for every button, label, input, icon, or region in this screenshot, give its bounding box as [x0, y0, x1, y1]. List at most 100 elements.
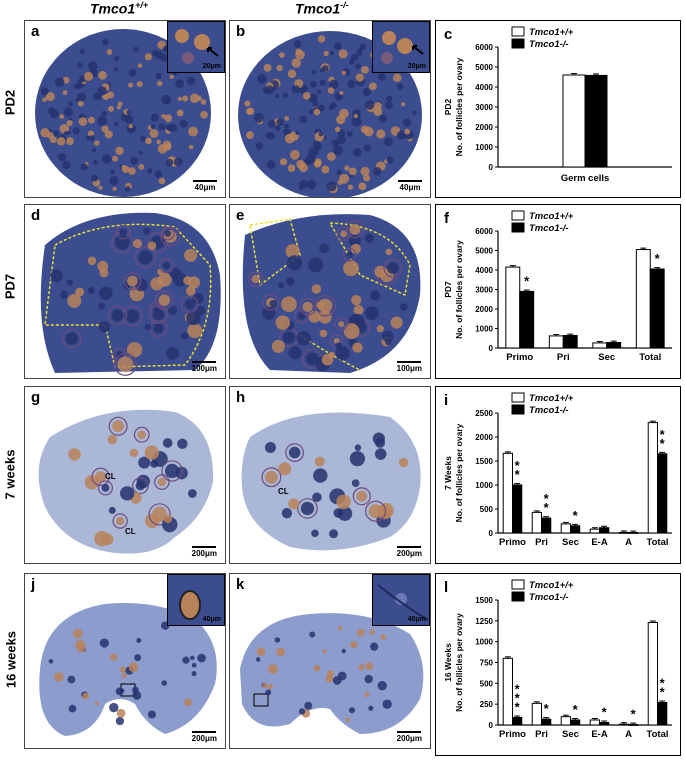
follicle-texture: [326, 181, 337, 192]
follicle-texture: [361, 65, 369, 74]
significance-star: *: [544, 500, 550, 515]
follicle-texture: [184, 698, 192, 707]
follicle-texture: [166, 124, 173, 131]
follicle-texture: [97, 115, 107, 126]
follicle-texture: [276, 118, 284, 126]
follicle-texture: [162, 438, 173, 448]
y-tick-label: 500: [480, 505, 494, 514]
row-label-16weeks: 16 weeks: [3, 630, 19, 689]
follicle-texture: [190, 655, 195, 661]
follicle-texture: [285, 244, 300, 259]
follicle-texture: [334, 317, 348, 331]
bar: [618, 531, 630, 534]
follicle-texture: [161, 680, 168, 686]
bar: [589, 528, 601, 534]
follicle-texture: [68, 448, 81, 461]
panel-letter: a: [31, 23, 40, 40]
follicle-texture: [267, 119, 276, 128]
legend-label: Tmco1-/-: [529, 405, 569, 416]
follicle-texture: [265, 689, 272, 696]
follicle-texture: [353, 113, 358, 119]
follicle-texture: [99, 638, 109, 648]
follicle-texture: [298, 298, 317, 316]
follicle-texture: [187, 489, 197, 498]
follicle-texture: [293, 40, 302, 48]
bar: [589, 719, 601, 726]
follicle-texture: [279, 158, 288, 166]
micrograph-panel-j: j 40μm 200μm: [24, 573, 226, 749]
follicle-texture: [169, 74, 174, 79]
follicle-texture: [137, 63, 143, 68]
y-tick-label: 3000: [475, 286, 493, 295]
follicle-texture: [314, 294, 336, 317]
follicle-texture: [160, 226, 181, 247]
y-axis-label-timepoint: 7 Weeks: [443, 456, 453, 490]
follicle-texture: [200, 99, 207, 105]
y-tick-label: 0: [489, 344, 494, 353]
follicle-texture: [267, 684, 273, 690]
follicle-texture: [47, 132, 54, 139]
follicle-texture: [285, 277, 295, 286]
follicle-texture: [79, 48, 85, 55]
follicle-texture: [152, 308, 165, 321]
follicle-texture: [115, 716, 125, 726]
follicle-texture: [275, 315, 291, 330]
follicle-texture: [145, 137, 152, 145]
bar: [635, 249, 651, 349]
follicle-texture: [344, 165, 350, 171]
follicle-texture: [295, 130, 300, 135]
significance-star: *: [655, 251, 661, 266]
follicle-texture: [128, 123, 134, 129]
follicle-texture: [155, 72, 162, 80]
y-tick-label: 0: [489, 721, 494, 730]
scale-bar: 100μm: [397, 361, 422, 373]
inset-panel-b: 20μm: [372, 21, 430, 73]
follicle-texture: [342, 247, 357, 262]
follicle-texture: [364, 306, 379, 321]
follicle-texture: [144, 53, 152, 61]
follicle-texture: [327, 152, 336, 161]
follicle-texture: [352, 342, 363, 353]
legend-swatch: [511, 392, 525, 403]
follicle-texture: [383, 258, 403, 278]
legend-swatch: [511, 579, 525, 590]
follicle-texture: [109, 653, 118, 662]
follicle-texture: [350, 641, 358, 649]
follicle-texture: [336, 226, 351, 241]
follicle-texture: [364, 500, 387, 522]
follicle-texture: [319, 329, 328, 338]
follicle-texture: [158, 123, 166, 131]
follicle-texture: [264, 442, 276, 454]
follicle-texture: [319, 79, 326, 86]
follicle-texture: [343, 260, 359, 277]
legend-label: Tmco1-/-: [529, 592, 569, 603]
follicle-texture: [354, 444, 362, 451]
legend-swatch: [511, 210, 525, 221]
follicle-texture: [186, 310, 201, 326]
follicle-texture: [156, 139, 161, 145]
bar: [628, 724, 639, 726]
follicle-texture: [368, 504, 383, 519]
follicle-texture: [323, 50, 329, 57]
follicle-texture: [359, 43, 366, 51]
follicle-texture: [271, 339, 285, 354]
follicle-texture: [164, 114, 173, 123]
y-axis-label: No. of follicles per ovary: [454, 57, 464, 156]
follicle-texture: [309, 631, 316, 638]
follicle-texture: [136, 81, 143, 88]
follicle-texture: [78, 117, 88, 126]
bar: [502, 452, 514, 534]
follicle-texture: [290, 149, 300, 160]
follicle-texture: [102, 39, 109, 46]
follicle-texture: [312, 101, 319, 107]
y-tick-label: 0: [489, 529, 494, 538]
significance-star: *: [660, 685, 666, 700]
corpus-luteum-label: CL: [278, 487, 289, 496]
y-tick-label: 2000: [475, 123, 493, 132]
legend-label: Tmco1+/+: [529, 211, 574, 222]
follicle-texture: [304, 701, 313, 710]
bar: [512, 717, 523, 726]
follicle-texture: [137, 430, 147, 440]
bar: [599, 527, 610, 534]
x-tick-label: A: [625, 729, 632, 740]
